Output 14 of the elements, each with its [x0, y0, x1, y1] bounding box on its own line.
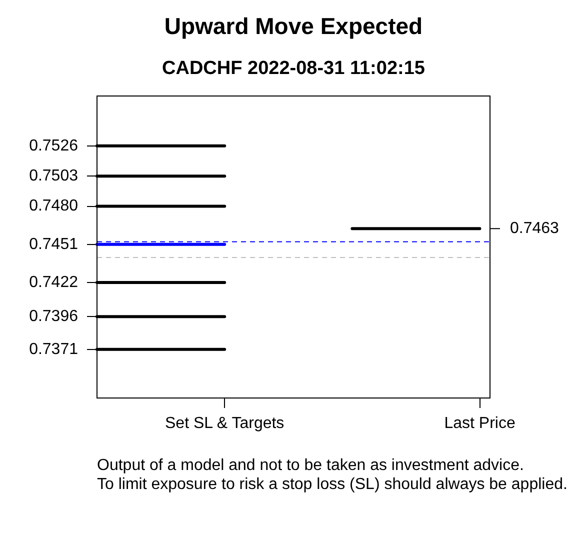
y-tick-label: 0.7422	[29, 274, 78, 291]
y-tick-label: 0.7396	[29, 308, 78, 325]
chart-subtitle: CADCHF 2022-08-31 11:02:15	[161, 58, 426, 79]
text: Output of a model and not to be taken as investment advice.	[97, 457, 525, 476]
y-tick-label: 0.7371	[29, 340, 78, 358]
text: To limit exposure to risk a stop loss (SL) should always be applied.	[97, 476, 568, 494]
y-tick-label: 0.7503	[29, 168, 78, 184]
y-tick-label: 0.7480	[29, 198, 78, 215]
x-tick-label: Last Price	[444, 415, 516, 432]
x-tick-label: Set SL & Targets	[165, 415, 284, 432]
y-tick-label: 0.7526	[29, 137, 78, 154]
y-tick-label: 0.7451	[29, 236, 78, 253]
chart-title: Upward Move Expected	[163, 13, 424, 39]
annotation: 0.7463	[510, 220, 560, 238]
